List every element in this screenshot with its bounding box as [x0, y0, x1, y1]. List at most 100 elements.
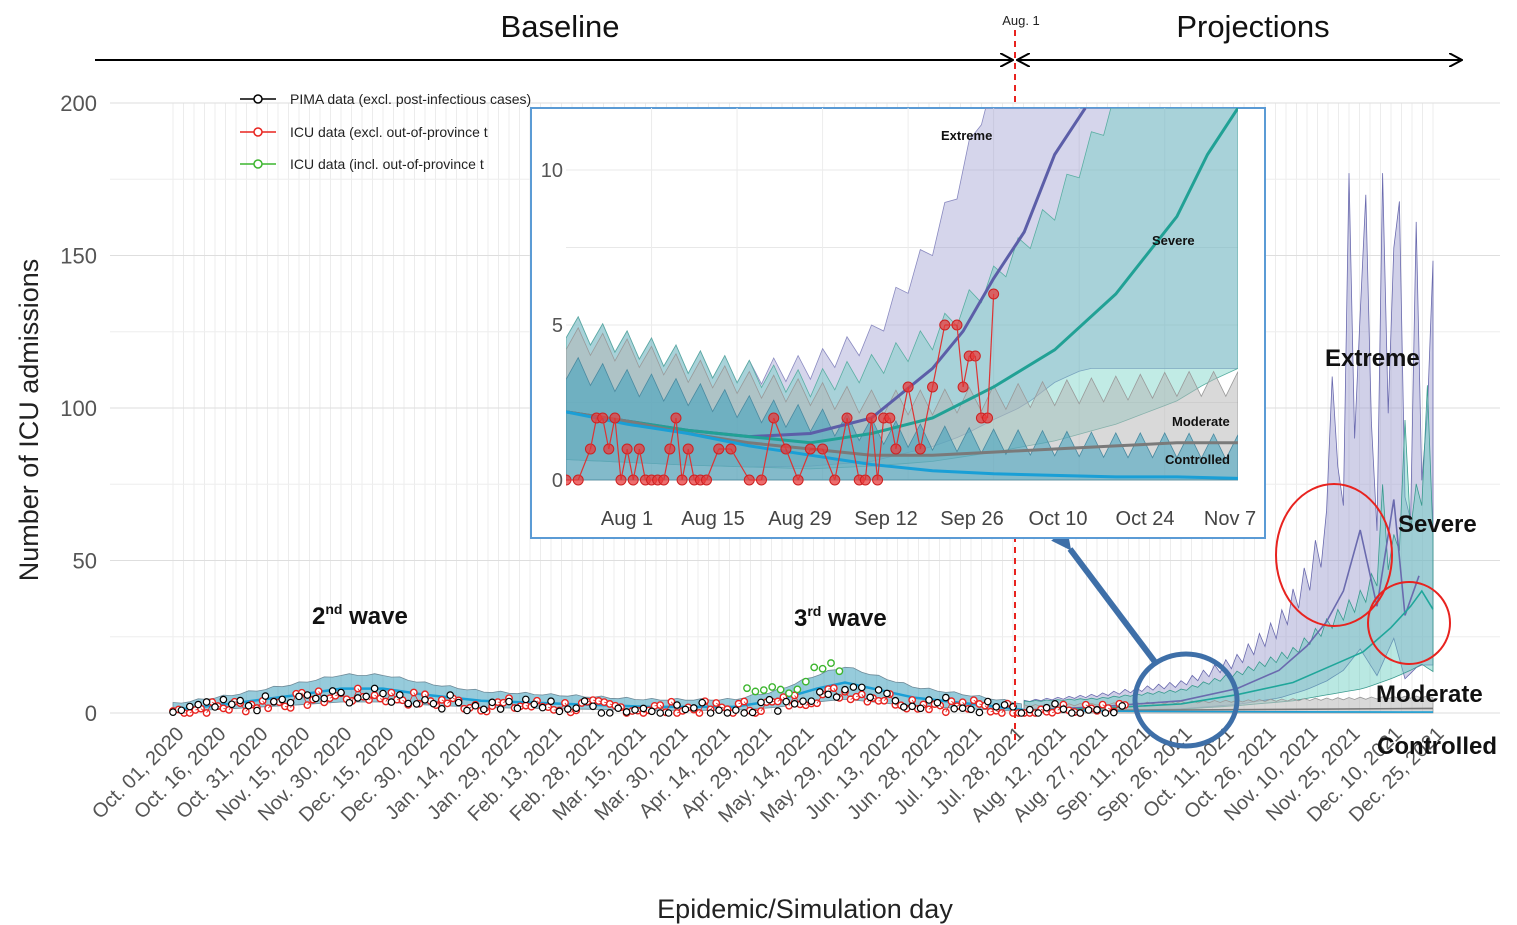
pima-point [807, 697, 816, 705]
pima-point [790, 700, 799, 708]
pima-point [186, 702, 194, 711]
pima-point [647, 707, 656, 716]
inset-observed-segment [577, 448, 591, 481]
pima-point [622, 708, 631, 716]
inset-observed-segment [834, 417, 848, 481]
pima-point [891, 696, 900, 705]
pima-point [1034, 709, 1043, 717]
pima-point [395, 691, 404, 699]
icu-incl-point [801, 677, 810, 686]
inset-observed-segment [705, 448, 720, 481]
pima-point [1026, 705, 1034, 714]
inset-y-tick-label: 10 [541, 160, 563, 182]
x-axis-title: Epidemic/Simulation day [657, 894, 953, 924]
pima-point [992, 702, 1001, 711]
pima-point [219, 695, 228, 704]
pima-point [1042, 703, 1051, 712]
pima-point [547, 697, 555, 706]
pima-point [1118, 702, 1127, 710]
pima-point [244, 701, 253, 710]
inset-observed-segment [785, 448, 799, 481]
pima-point [731, 706, 740, 714]
series-line-severe [1024, 589, 1434, 711]
pima-point [538, 703, 547, 712]
pima-point [958, 704, 967, 713]
inset-x-tick-label: Aug 15 [681, 508, 744, 530]
pima-point [1059, 705, 1068, 713]
inset-line-severe [566, 108, 1238, 445]
inset-observed-segment [730, 448, 750, 481]
pima-point [605, 709, 614, 717]
pima-point [782, 697, 791, 706]
inset-observed-segment [895, 386, 909, 450]
pima-point [488, 698, 497, 707]
projections-label: Projections [1176, 9, 1329, 44]
pima-point [446, 691, 455, 699]
pima-point [1101, 709, 1110, 717]
pima-point [1110, 708, 1118, 717]
pima-point [1017, 709, 1026, 717]
legend-entry-icu-excl: ICU data (excl. out-of-province t [240, 124, 488, 140]
pima-point [748, 708, 757, 717]
inset-observed-segment [876, 417, 885, 481]
pima-point [824, 690, 833, 699]
pima-point [916, 704, 925, 713]
pima-point [597, 709, 606, 717]
inset-moderate-label: Moderate [1172, 414, 1230, 429]
pima-point [740, 709, 749, 717]
inset-y-tick-labels: 0 5 10 [541, 160, 563, 492]
pima-point [463, 706, 471, 715]
y-tick-label: 50 [73, 549, 97, 574]
moderate-label: Moderate [1376, 681, 1483, 708]
y-tick-label: 200 [60, 91, 97, 116]
inset-observed-segment [919, 386, 934, 450]
pima-point [589, 702, 597, 711]
pima-point [967, 705, 975, 714]
inset-extreme-label: Extreme [941, 128, 992, 143]
pima-point [211, 703, 219, 711]
pima-point [1000, 701, 1009, 709]
pima-point [328, 687, 337, 695]
inset-series-lines [566, 108, 1238, 480]
inset-observed-segment [773, 417, 787, 450]
pima-point [286, 698, 295, 707]
controlled-label: Controlled [1377, 733, 1497, 760]
inset-observed-segment [675, 417, 683, 481]
pima-point [639, 704, 648, 713]
legend-label-pima: PIMA data (excl. post-infectious cases) [290, 91, 531, 107]
icu-incl-point [751, 687, 760, 696]
pima-point [236, 696, 245, 705]
inset-observed-point [988, 288, 1000, 300]
pima-point [723, 709, 732, 717]
zoom-arrow [1051, 528, 1158, 664]
inset-observed-segment [931, 324, 946, 388]
pima-point [899, 703, 908, 711]
pima-point [631, 706, 639, 714]
icu-incl-point [743, 684, 751, 693]
pima-point [580, 697, 589, 705]
pima-point [320, 694, 329, 703]
pima-point [849, 683, 858, 691]
pima-point [950, 704, 959, 713]
pima-point [337, 688, 345, 697]
inset-observed-segment [986, 293, 995, 419]
pima-point [715, 706, 723, 714]
pima-point [1076, 709, 1085, 717]
inset-y-tick-label: 0 [552, 470, 563, 492]
pima-point [883, 689, 891, 698]
series-line-extreme [1024, 499, 1420, 711]
zoom-region-circle [1132, 651, 1240, 749]
pima-point [983, 697, 992, 706]
inset-observed-segment [822, 448, 836, 481]
pima-point [194, 700, 203, 709]
pima-point [555, 707, 564, 716]
pima-point [177, 706, 186, 715]
pima-point [757, 698, 765, 707]
pima-point [454, 698, 463, 707]
third-wave-label: 3rd wave [794, 603, 887, 632]
inset-controlled-label: Controlled [1165, 452, 1230, 467]
pima-point [706, 709, 715, 717]
legend-label-icu-incl: ICU data (incl. out-of-province t [290, 156, 484, 172]
inset-observed-segment [974, 355, 983, 419]
inset-observed-segment [864, 417, 873, 481]
